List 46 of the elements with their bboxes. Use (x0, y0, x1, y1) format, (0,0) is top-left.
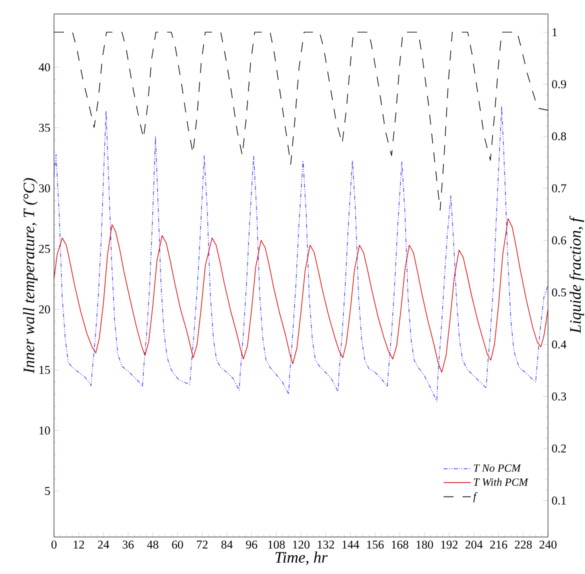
x-tick-label: 48 (147, 540, 158, 549)
legend-label: T No PCM (474, 464, 522, 472)
y-tick-label: 25 (39, 244, 50, 253)
y2-tick-label: 0.1 (552, 496, 566, 505)
y-axis-title: Inner wall temperature, T (°C) (23, 178, 38, 374)
y2-axis-title: Liquide fraction, f (569, 216, 584, 334)
y2-tick-label: 0.2 (552, 444, 566, 453)
y2-tick-label: 0.4 (552, 340, 566, 349)
x-tick-label: 72 (197, 540, 208, 548)
x-tick-label: 228 (514, 540, 532, 549)
legend-label: f (473, 492, 478, 502)
x-axis-title: Time, hr (275, 552, 328, 566)
line-series (54, 218, 548, 373)
y-tick-label: 10 (40, 426, 50, 434)
x-tick-label: 84 (221, 540, 233, 549)
y2-tick-label: 0.5 (552, 288, 566, 296)
y-tick-label: 5 (45, 487, 50, 495)
y2-tick-label: 1 (552, 28, 557, 36)
y2-tick-label: 0.9 (552, 80, 566, 88)
x-tick-label: 132 (318, 540, 334, 549)
x-tick-label: 156 (367, 540, 384, 549)
x-tick-label: 180 (416, 540, 434, 549)
y-tick-label: 30 (39, 184, 50, 192)
x-tick-label: 96 (246, 540, 258, 549)
y-tick-label: 20 (39, 305, 50, 314)
y2-tick-label: 0.8 (552, 132, 566, 140)
x-tick-label: 120 (293, 540, 310, 549)
y2-tick-label: 0.7 (552, 184, 566, 192)
x-tick-label: 192 (441, 540, 458, 549)
x-tick-label: 24 (98, 540, 110, 548)
x-tick-label: 216 (490, 540, 508, 549)
x-tick-label: 168 (392, 540, 408, 549)
x-tick-label: 204 (465, 540, 483, 549)
x-tick-label: 144 (342, 540, 360, 548)
x-tick-label: 108 (268, 540, 285, 549)
legend-label: T With PCM (474, 478, 528, 486)
y-tick-label: 35 (39, 124, 50, 132)
x-tick-label: 60 (172, 540, 184, 549)
x-tick-label: 36 (122, 540, 134, 549)
x-tick-label: 12 (74, 540, 84, 548)
y-tick-label: 15 (40, 366, 50, 374)
y-tick-label: 40 (38, 63, 50, 72)
y2-tick-label: 0.3 (552, 392, 566, 401)
x-tick-label: 0 (51, 540, 57, 549)
y2-tick-label: 0.6 (552, 236, 566, 244)
x-tick-label: 240 (540, 540, 557, 549)
